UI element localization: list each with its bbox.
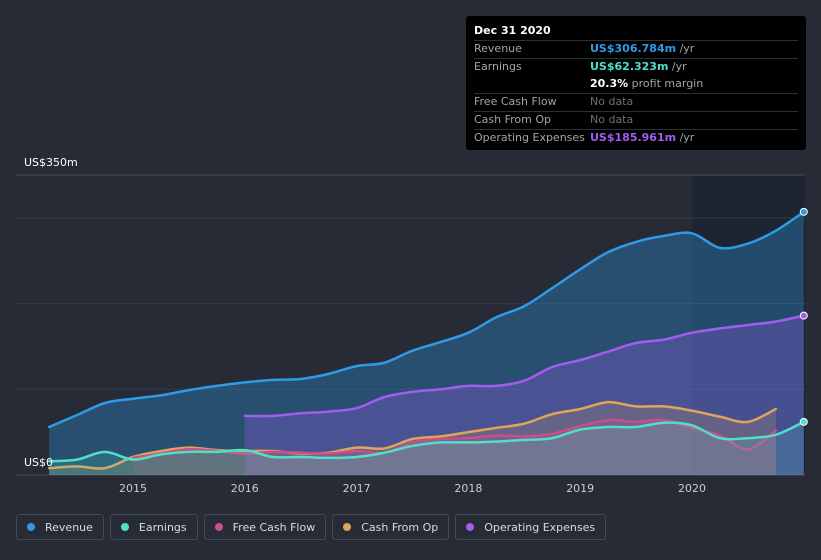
revenue-dot-icon — [27, 523, 35, 531]
legend-item-earnings[interactable]: Earnings — [109, 514, 198, 540]
tooltip-label: Revenue — [474, 42, 522, 55]
operating-expenses-line — [243, 314, 806, 418]
tooltip-label: Earnings — [474, 60, 522, 73]
x-tick-label: 2019 — [566, 482, 594, 495]
legend-label: Earnings — [138, 520, 187, 534]
earnings-area — [49, 421, 804, 475]
tooltip: Dec 31 2020 Revenue US$306.784m /yr Earn… — [466, 16, 806, 150]
earnings-line — [47, 420, 806, 463]
cash-from-op-dot-icon — [343, 523, 352, 531]
tooltip-unit: /yr — [679, 42, 695, 55]
cash-from-op-line — [47, 400, 778, 470]
x-tick-label: 2016 — [231, 482, 259, 495]
x-tick-label: 2020 — [678, 482, 706, 495]
operating-expenses-dot-icon — [466, 523, 475, 531]
revenue-end-point — [799, 207, 808, 216]
tooltip-row-revenue: Revenue US$306.784m /yr — [474, 40, 798, 58]
tooltip-value: US$306.784m — [590, 42, 677, 55]
tooltip-value: No data — [590, 95, 634, 108]
series-layer — [47, 207, 808, 475]
tooltip-value: US$62.323m — [590, 60, 669, 73]
legend-item-operating-expenses[interactable]: Operating Expenses — [455, 514, 607, 540]
free-cash-flow-line — [131, 418, 778, 460]
legend-label: Cash From Op — [361, 520, 439, 534]
cash-from-op-area — [49, 402, 776, 475]
revenue-line — [47, 210, 806, 429]
tooltip-row-cfo: Cash From Op No data — [474, 111, 798, 129]
free-cash-flow-dot-icon — [214, 523, 223, 531]
tooltip-margin-value: 20.3% — [590, 77, 629, 90]
gridlines — [16, 174, 805, 476]
legend-item-revenue[interactable]: Revenue — [16, 514, 104, 540]
free-cash-flow-area — [133, 419, 776, 475]
legend-label: Revenue — [45, 520, 93, 534]
earnings-end-point — [799, 417, 808, 426]
tooltip-row-earnings: Earnings US$62.323m /yr — [474, 58, 798, 76]
operating-expenses-end-point — [799, 311, 808, 320]
tooltip-value: US$185.961m — [590, 131, 677, 144]
legend-label: Free Cash Flow — [232, 520, 316, 534]
tooltip-label: Cash From Op — [474, 113, 552, 126]
tooltip-row-margin: 20.3% profit margin — [474, 76, 798, 93]
legend-item-free-cash-flow[interactable]: Free Cash Flow — [203, 514, 327, 540]
x-axis-ticks: 2015 2016 2017 2018 2019 2020 — [119, 482, 706, 495]
tooltip-row-fcf: Free Cash Flow No data — [474, 93, 798, 111]
x-tick-label: 2017 — [343, 482, 371, 495]
tooltip-label: Free Cash Flow — [474, 95, 557, 108]
y-axis-bottom-label: US$0 — [24, 456, 54, 469]
x-tick-label: 2018 — [454, 482, 482, 495]
legend-item-cash-from-op[interactable]: Cash From Op — [332, 514, 450, 540]
earnings-dot-icon — [120, 523, 129, 531]
tooltip-margin-label: profit margin — [631, 77, 704, 90]
legend: Revenue Earnings Free Cash Flow Cash Fro… — [16, 514, 607, 540]
tooltip-label: Operating Expenses — [474, 131, 585, 144]
tooltip-date: Dec 31 2020 — [474, 24, 551, 37]
tooltip-row-opex: Operating Expenses US$185.961m /yr — [474, 129, 798, 147]
x-tick-label: 2015 — [119, 482, 147, 495]
tooltip-unit: /yr — [679, 131, 695, 144]
tooltip-value: No data — [590, 113, 634, 126]
operating-expenses-area — [244, 315, 804, 475]
tooltip-unit: /yr — [671, 60, 687, 73]
y-axis-top-label: US$350m — [24, 156, 78, 169]
revenue-area — [49, 211, 804, 475]
legend-label: Operating Expenses — [484, 520, 596, 534]
